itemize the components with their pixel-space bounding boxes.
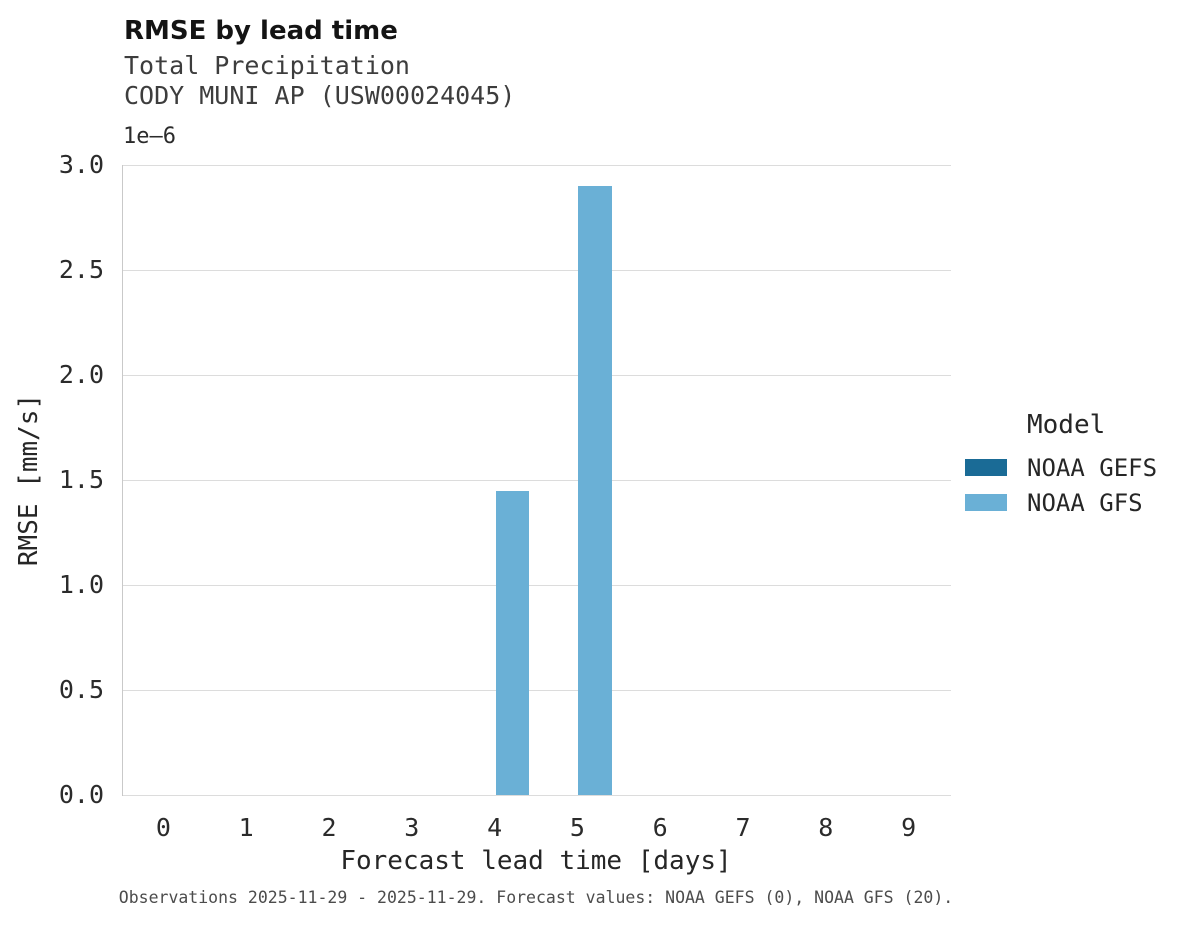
legend-title: Model — [1027, 410, 1106, 440]
legend-swatch-noaa-gefs — [965, 459, 1007, 476]
y-tick-labels: 0.0 0.5 1.0 1.5 2.0 2.5 3.0 — [20, 150, 104, 809]
x-tick-labels: 0 1 2 3 4 5 6 7 8 9 — [122, 813, 950, 849]
y-tick-label: 0.0 — [58, 780, 104, 809]
chart-subtitle-variable: Total Precipitation — [124, 51, 410, 80]
legend-label-noaa-gfs: NOAA GFS — [1027, 488, 1143, 517]
x-tick-label: 6 — [652, 813, 668, 842]
legend-entry-noaa-gfs: NOAA GFS — [965, 485, 1157, 520]
y-axis-offset-label: 1e–6 — [123, 124, 176, 149]
gridline — [123, 584, 951, 586]
y-tick-label: 2.5 — [58, 255, 104, 284]
x-axis-title: Forecast lead time [days] — [340, 846, 732, 876]
x-tick-label: 7 — [735, 813, 751, 842]
y-tick-label: 1.0 — [58, 570, 104, 599]
gridline — [123, 269, 951, 271]
y-tick-label: 2.0 — [58, 360, 104, 389]
gridline — [123, 374, 951, 376]
legend-entries: NOAA GEFS NOAA GFS — [965, 450, 1157, 520]
gridline — [123, 689, 951, 691]
caption: Observations 2025-11-29 - 2025-11-29. Fo… — [118, 888, 954, 907]
x-tick-label: 1 — [238, 813, 254, 842]
gridline — [123, 794, 951, 796]
bar-noaa-gfs-day-5 — [578, 186, 612, 795]
gridline — [123, 479, 951, 481]
plot-area — [122, 164, 951, 796]
x-tick-label: 9 — [901, 813, 917, 842]
legend-swatch-noaa-gfs — [965, 494, 1007, 511]
x-tick-label: 4 — [487, 813, 503, 842]
legend: Model NOAA GEFS NOAA GFS — [965, 410, 1157, 520]
gridline — [123, 164, 951, 166]
bar-noaa-gfs-day-4 — [495, 490, 529, 795]
legend-label-noaa-gefs: NOAA GEFS — [1027, 453, 1158, 482]
y-tick-label: 1.5 — [58, 465, 104, 494]
x-tick-label: 5 — [569, 813, 585, 842]
chart-subtitle-station: CODY MUNI AP (USW00024045) — [124, 81, 516, 110]
x-tick-label: 8 — [818, 813, 834, 842]
legend-entry-noaa-gefs: NOAA GEFS — [965, 450, 1157, 485]
y-tick-label: 3.0 — [58, 150, 104, 179]
chart-title: RMSE by lead time — [124, 16, 398, 46]
y-tick-label: 0.5 — [58, 675, 104, 704]
x-tick-label: 3 — [404, 813, 420, 842]
x-tick-label: 0 — [155, 813, 171, 842]
x-tick-label: 2 — [321, 813, 337, 842]
